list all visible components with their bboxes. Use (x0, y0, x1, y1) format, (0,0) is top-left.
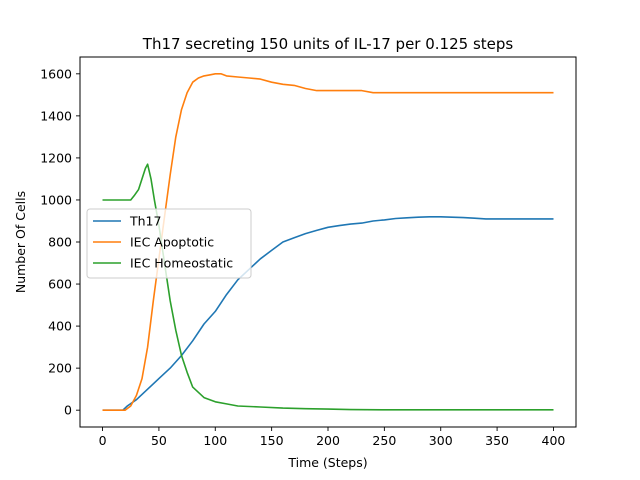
x-tick-label: 400 (542, 433, 566, 448)
chart-title: Th17 secreting 150 units of IL-17 per 0.… (142, 35, 514, 53)
x-tick-label: 250 (372, 433, 396, 448)
legend-box (86, 208, 252, 279)
x-tick-label: 150 (260, 433, 284, 448)
y-tick-label: 1200 (40, 150, 72, 165)
x-tick-label: 350 (485, 433, 509, 448)
legend: Th17 IEC Apoptotic IEC Homeostatic (86, 208, 252, 279)
series-layer (102, 73, 554, 412)
legend-entry-label: Th17 (129, 214, 161, 229)
x-tick-label: 50 (151, 433, 167, 448)
x-tick-label: 200 (316, 433, 340, 448)
y-tick-label: 600 (48, 277, 72, 292)
y-tick-label: 1600 (40, 66, 72, 81)
legend-entry-label: IEC Apoptotic (130, 235, 214, 250)
y-tick-label: 200 (48, 361, 72, 376)
y-axis-label: Number Of Cells (13, 191, 28, 293)
y-tick-label: 400 (48, 319, 72, 334)
y-tick-label: 800 (48, 235, 72, 250)
x-tick-label: 100 (203, 433, 227, 448)
y-tick-label: 1400 (40, 108, 72, 123)
y-axis-ticks: 0 200 400 600 800 1000 1200 1400 1600 (40, 66, 80, 418)
x-axis-label: Time (Steps) (287, 455, 367, 470)
x-tick-label: 300 (429, 433, 453, 448)
series-line-iec-homeostatic (102, 163, 554, 411)
x-axis-ticks: 0 50 100 150 200 250 300 350 400 (99, 427, 566, 448)
y-tick-label: 0 (64, 403, 72, 418)
y-tick-label: 1000 (40, 192, 72, 207)
series-line-iec-apoptotic (102, 73, 554, 412)
series-line-th17 (102, 216, 554, 412)
legend-entry-label: IEC Homeostatic (130, 256, 233, 271)
x-tick-label: 0 (99, 433, 107, 448)
